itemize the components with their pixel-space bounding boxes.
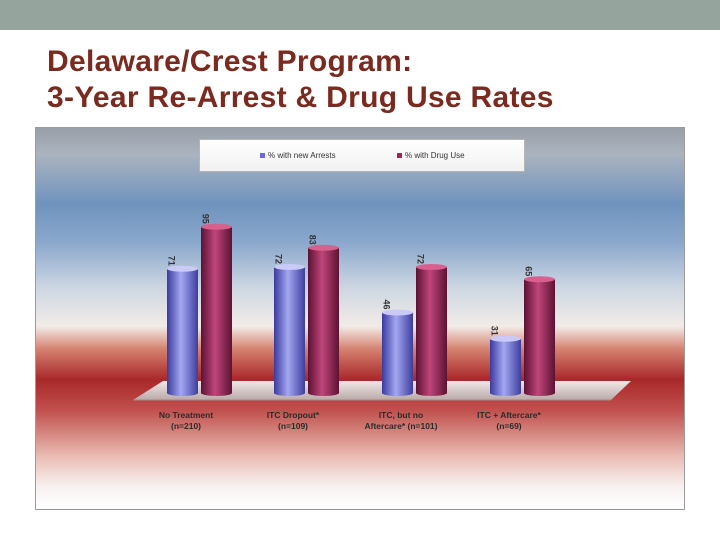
legend-entry-drug-use: % with Drug Use — [397, 151, 465, 160]
category-label-2-line-1: ITC Dropout* — [267, 410, 320, 420]
bar-base-arrests-1 — [167, 390, 198, 396]
bar-chart: 71 72 46 31 95 83 72 65 No Treatment(n=210) ITC D… — [133, 214, 631, 431]
legend-swatch-drug-use — [397, 153, 402, 158]
bar-arrests-3 — [382, 312, 413, 393]
legend-label-arrests: % with new Arrests — [268, 151, 336, 160]
category-label-4-line-2: (n=69) — [496, 421, 521, 431]
bar-base-arrests-4 — [490, 390, 521, 396]
category-label-4-line-1: ITC + Aftercare* — [477, 410, 541, 420]
slide-title: Delaware/Crest Program: 3-Year Re-Arrest… — [47, 44, 697, 116]
top-accent-bar — [0, 0, 720, 30]
bar-arrests-1 — [167, 268, 198, 393]
bar-drug-use-1 — [201, 226, 232, 393]
data-label-drug-use-4: 65 — [524, 266, 534, 276]
bar-cap-arrests-1 — [167, 265, 198, 272]
category-label-2-line-2: (n=109) — [278, 421, 308, 431]
category-label-3-line-2: Aftercare* (n=101) — [365, 421, 438, 431]
bar-arrests-4 — [490, 338, 521, 393]
data-label-arrests-3: 46 — [382, 299, 392, 309]
bar-base-arrests-2 — [274, 390, 305, 396]
data-label-drug-use-1: 95 — [201, 214, 211, 224]
bar-drug-use-3 — [416, 267, 447, 393]
data-label-drug-use-3: 72 — [416, 254, 426, 264]
data-label-arrests-4: 31 — [490, 326, 500, 336]
bar-base-drug-use-1 — [201, 390, 232, 396]
bar-cap-arrests-3 — [382, 309, 413, 316]
bar-cap-drug-use-1 — [201, 223, 232, 230]
data-label-arrests-1: 71 — [167, 256, 177, 266]
data-label-drug-use-2: 83 — [308, 235, 318, 245]
bar-cap-drug-use-3 — [416, 264, 447, 270]
category-label-1-line-1: No Treatment — [159, 410, 213, 420]
data-label-arrests-2: 72 — [274, 254, 284, 264]
legend-label-drug-use: % with Drug Use — [405, 151, 465, 160]
chart-area: % with new Arrests % with Drug Use 71 72 4… — [35, 127, 685, 510]
category-label-3-line-1: ITC, but no — [379, 410, 423, 420]
bar-cap-drug-use-2 — [308, 244, 339, 251]
bar-cap-drug-use-4 — [524, 276, 555, 283]
category-label-1-line-2: (n=210) — [171, 421, 201, 431]
chart-legend: % with new Arrests % with Drug Use — [199, 139, 525, 172]
bar-drug-use-2 — [308, 247, 339, 393]
legend-entry-arrests: % with new Arrests — [260, 151, 336, 160]
slide-title-line-2: 3-Year Re-Arrest & Drug Use Rates — [47, 81, 554, 114]
bar-cap-arrests-2 — [274, 264, 305, 270]
bar-drug-use-4 — [524, 279, 555, 393]
bar-base-drug-use-4 — [524, 390, 555, 396]
bar-base-arrests-3 — [382, 390, 413, 396]
legend-swatch-arrests — [260, 153, 265, 158]
bar-base-drug-use-3 — [416, 390, 447, 396]
bar-arrests-2 — [274, 267, 305, 393]
bar-base-drug-use-2 — [308, 390, 339, 396]
bar-cap-arrests-4 — [490, 335, 521, 342]
slide-title-line-1: Delaware/Crest Program: — [47, 45, 413, 78]
